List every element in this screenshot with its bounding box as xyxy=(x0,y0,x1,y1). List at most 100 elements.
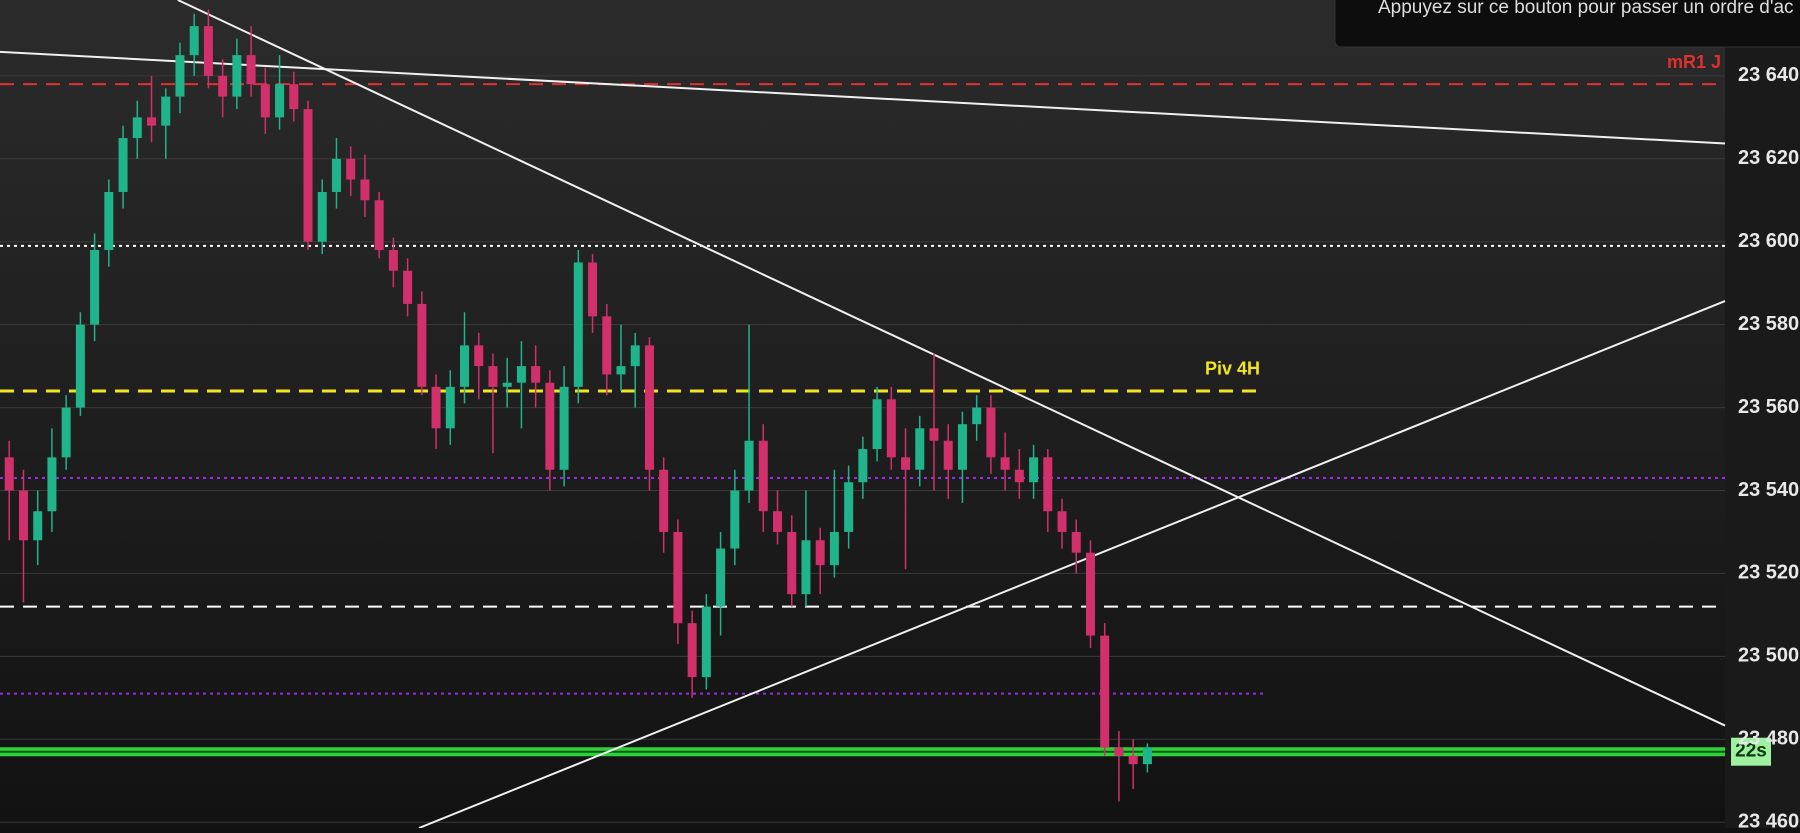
candle-body xyxy=(801,540,811,595)
candle-body xyxy=(218,75,228,97)
y-tick-label: 23 480 xyxy=(1738,728,1799,750)
level-label: Piv 4H xyxy=(1205,359,1260,379)
y-tick-label: 23 620 xyxy=(1738,147,1799,169)
candle-body xyxy=(232,55,242,97)
candle-body xyxy=(303,109,313,242)
candle-body xyxy=(744,440,754,491)
y-tick-label: 23 460 xyxy=(1738,810,1799,828)
candle-body xyxy=(203,26,213,76)
candle-body xyxy=(573,262,583,387)
candle-body xyxy=(872,399,882,450)
candle-body xyxy=(374,200,384,251)
candle-body xyxy=(502,382,512,387)
candle-body xyxy=(104,191,114,251)
candle-body xyxy=(815,540,825,566)
candle-body xyxy=(1057,511,1067,532)
level-label: 22s xyxy=(1735,741,1767,762)
candle-body xyxy=(189,26,199,56)
candle-body xyxy=(829,531,839,566)
candle-body xyxy=(943,440,953,470)
y-tick-label: 23 580 xyxy=(1738,313,1799,335)
candle-body xyxy=(1000,457,1010,470)
candle-body xyxy=(1128,755,1138,765)
candle-body xyxy=(488,366,498,387)
candle-body xyxy=(388,250,398,271)
level-label: mR1 J xyxy=(1667,52,1721,72)
candle-body xyxy=(360,179,370,201)
candle-body xyxy=(957,424,967,470)
candle-body xyxy=(844,482,854,532)
candle-body xyxy=(687,623,697,678)
y-tick-label: 23 560 xyxy=(1738,396,1799,418)
candle-body xyxy=(787,531,797,595)
candle-body xyxy=(701,606,711,678)
candle-body xyxy=(18,490,28,541)
candle-body xyxy=(1071,531,1081,553)
price-axis xyxy=(1725,0,1800,828)
candle-body xyxy=(630,345,640,367)
candle-body xyxy=(132,117,142,139)
y-tick-label: 23 500 xyxy=(1738,645,1799,667)
trendline xyxy=(418,300,1726,829)
candle-body xyxy=(33,511,43,541)
candle-body xyxy=(545,382,555,470)
candle-body xyxy=(460,345,470,387)
candle-body xyxy=(886,399,896,458)
candle-body xyxy=(644,345,654,470)
candle-body xyxy=(1043,457,1053,512)
y-tick-label: 23 600 xyxy=(1738,230,1799,252)
candle-body xyxy=(61,407,71,458)
candle-body xyxy=(474,345,484,367)
candle-body xyxy=(331,158,341,192)
candle-body xyxy=(929,428,939,441)
candle-body xyxy=(246,55,256,85)
candle-body xyxy=(972,407,982,425)
candle-body xyxy=(616,366,626,375)
candle-body xyxy=(858,449,868,483)
candle-body xyxy=(403,270,413,304)
candle-body xyxy=(417,303,427,387)
candle-body xyxy=(673,531,683,624)
candle-body xyxy=(1142,747,1152,765)
candle-body xyxy=(275,84,285,118)
candle-body xyxy=(90,250,100,325)
candle-body xyxy=(260,84,270,118)
trendline xyxy=(0,50,1726,145)
candle-body xyxy=(4,457,14,491)
candle-body xyxy=(901,457,911,470)
candle-body xyxy=(758,440,768,512)
candle-body xyxy=(559,386,569,470)
candle-body xyxy=(1014,469,1024,483)
tooltip-text: Appuyez sur ce bouton pour passer un ord… xyxy=(1378,0,1794,18)
tooltip-box xyxy=(1334,0,1800,48)
candle-body xyxy=(161,96,171,126)
candle-body xyxy=(47,457,57,512)
candle-body xyxy=(602,316,612,375)
candle-body xyxy=(317,191,327,242)
candle-body xyxy=(659,469,669,532)
candle-body xyxy=(730,490,740,549)
candle-body xyxy=(531,366,541,383)
candle-body xyxy=(1100,635,1110,748)
y-tick-label: 23 640 xyxy=(1738,64,1799,86)
candle-body xyxy=(915,428,925,470)
tooltip[interactable]: Appuyez sur ce bouton pour passer un ord… xyxy=(1334,0,1800,48)
y-tick-label: 23 540 xyxy=(1738,479,1799,501)
candle-body xyxy=(147,117,157,126)
candle-body xyxy=(986,407,996,458)
candle-body xyxy=(175,55,185,97)
candle-body xyxy=(118,138,128,192)
candle-body xyxy=(516,366,526,383)
level-label-box xyxy=(1731,737,1771,766)
candle-body xyxy=(445,386,455,429)
candle-body xyxy=(588,262,598,317)
candle-body xyxy=(772,511,782,532)
candle-body xyxy=(1085,552,1095,636)
trendline xyxy=(177,0,1726,727)
candle-body xyxy=(431,386,441,429)
candle-body xyxy=(1029,457,1039,483)
candle-body xyxy=(716,548,726,607)
